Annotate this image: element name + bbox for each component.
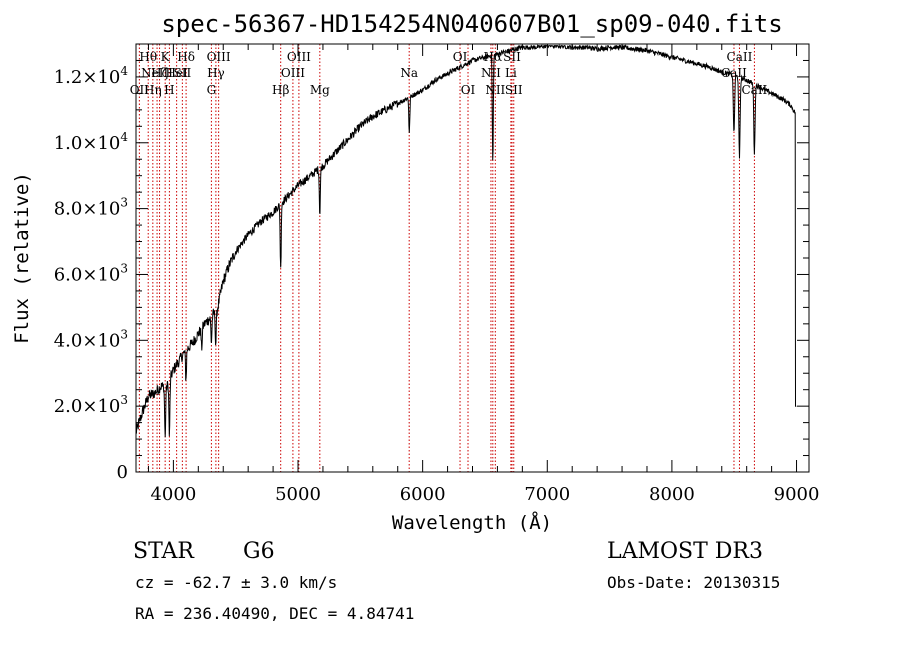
line-marker-label: NeIII xyxy=(141,66,173,80)
line-marker-label: Mg xyxy=(310,83,330,97)
y-tick-label: 1.2×104 xyxy=(54,64,129,88)
y-axis: 0 2.0×103 4.0×103 6.0×103 8.0×103 1.0×104 1.2×… xyxy=(54,59,809,483)
line-marker-label: OI xyxy=(453,50,468,64)
survey-name: LAMOST DR3 xyxy=(607,539,763,564)
info-block: STAR G6 LAMOST DR3 cz = -62.7 ± 3.0 km/s… xyxy=(133,539,780,623)
line-marker-label: Hβ xyxy=(272,83,289,97)
y-tick-label: 1.0×104 xyxy=(54,130,129,154)
x-tick-label: 4000 xyxy=(150,484,196,505)
line-marker-label: Hθ xyxy=(139,50,157,64)
x-tick-label: 8000 xyxy=(649,484,695,505)
line-marker-label: K xyxy=(161,50,171,64)
line-marker-label: Hγ xyxy=(207,66,225,80)
line-marker-label: OIII xyxy=(207,50,231,64)
y-tick-label: 0 xyxy=(117,462,128,483)
line-marker-label: Hζ xyxy=(151,66,168,80)
line-marker-label: OI xyxy=(461,83,476,97)
line-markers xyxy=(138,44,755,472)
line-marker-label: G xyxy=(207,83,217,97)
x-tick-label: 7000 xyxy=(524,484,570,505)
line-marker-label: Li xyxy=(505,66,517,80)
line-marker-label: H xyxy=(164,83,174,97)
line-marker-label: SII xyxy=(503,50,521,64)
coordinates: RA = 236.40490, DEC = 4.84741 xyxy=(135,604,414,623)
line-marker-label: Hα xyxy=(484,50,503,64)
line-marker-label: CaII xyxy=(727,50,753,64)
line-marker-label: Na xyxy=(400,66,418,80)
line-marker-label: HeI xyxy=(165,66,188,80)
y-tick-label: 6.0×103 xyxy=(54,261,128,285)
redshift-text: cz = -62.7 ± 3.0 km/s xyxy=(135,573,337,592)
y-tick-label: 8.0×103 xyxy=(54,196,128,220)
line-marker-label: SII xyxy=(174,66,192,80)
spectrum-series xyxy=(135,43,797,438)
line-marker-label: Hδ xyxy=(177,50,195,64)
object-type: STAR xyxy=(133,539,195,564)
x-axis: 4000 5000 6000 7000 8000 9000 xyxy=(147,44,820,505)
y-tick-label: 2.0×103 xyxy=(54,393,128,417)
line-marker-label: OIII xyxy=(287,50,311,64)
line-marker-label: CaII xyxy=(741,83,767,97)
line-marker-label: SII xyxy=(505,83,523,97)
spectrum-line xyxy=(135,43,797,438)
subclass: G6 xyxy=(243,539,275,564)
y-axis-label: Flux (relative) xyxy=(11,172,33,344)
line-marker-label: NII xyxy=(481,66,501,80)
line-marker-label: OIII xyxy=(281,66,305,80)
line-marker-label: Hη xyxy=(144,83,162,97)
line-marker-label: CaII xyxy=(721,66,747,80)
x-tick-label: 5000 xyxy=(275,484,321,505)
x-axis-label: Wavelength (Å) xyxy=(392,511,552,534)
line-marker-label: OII xyxy=(130,83,150,97)
y-tick-label: 4.0×103 xyxy=(54,327,128,351)
x-tick-label: 9000 xyxy=(774,484,820,505)
x-tick-label: 6000 xyxy=(400,484,446,505)
chart-title: spec-56367-HD154254N040607B01_sp09-040.f… xyxy=(161,10,782,38)
line-marker-labels: OIIHθHηNeIIIHζKHHeISIIHδGHγOIIIHβOIIIOII… xyxy=(130,50,768,97)
line-marker-label: NII xyxy=(485,83,505,97)
obs-date: Obs-Date: 20130315 xyxy=(607,573,780,592)
plot-frame xyxy=(135,43,810,473)
